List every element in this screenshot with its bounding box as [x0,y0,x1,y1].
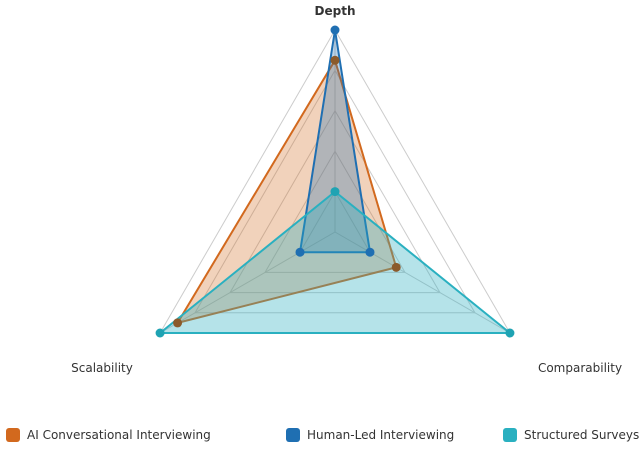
data-point-s0-a2[interactable] [173,318,183,328]
data-point-s0-a1[interactable] [391,262,401,272]
data-point-s2-a1[interactable] [505,328,515,338]
grid-spoke-1 [334,231,511,334]
radar-plot: Depth Comparability Scalability [71,4,622,375]
axis-label-depth: Depth [315,4,356,18]
grid-ring-2 [264,150,406,273]
legend-swatch-ai [6,428,20,442]
legend-item-ai-conversational[interactable]: AI Conversational Interviewing [6,428,211,442]
data-point-s1-a1[interactable] [365,247,375,257]
legend-label-ai: AI Conversational Interviewing [27,428,211,442]
legend-label-structured: Structured Surveys [524,428,640,442]
grid-spoke-2 [159,231,336,334]
legend-swatch-structured [503,428,517,442]
legend-label-human: Human-Led Interviewing [307,428,455,442]
data-point-s1-a0[interactable] [330,25,340,35]
axis-label-comparability: Comparability [538,361,622,375]
grid-ring-3 [229,109,441,294]
legend: AI Conversational Interviewing Human-Led… [0,428,643,448]
legend-swatch-human [286,428,300,442]
series-area-0 [176,59,398,324]
series-area-1 [299,29,371,254]
data-point-s0-a0[interactable] [330,55,340,65]
data-point-s1-a2[interactable] [295,247,305,257]
radar-series-layer [155,25,515,338]
series-area-2 [159,190,511,334]
legend-item-structured-surveys[interactable]: Structured Surveys [503,428,639,442]
grid-ring-4 [194,69,476,314]
legend-item-human-led[interactable]: Human-Led Interviewing [286,428,454,442]
axis-label-scalability: Scalability [71,361,133,375]
data-point-s2-a0[interactable] [330,187,340,197]
data-point-s2-a2[interactable] [155,328,165,338]
